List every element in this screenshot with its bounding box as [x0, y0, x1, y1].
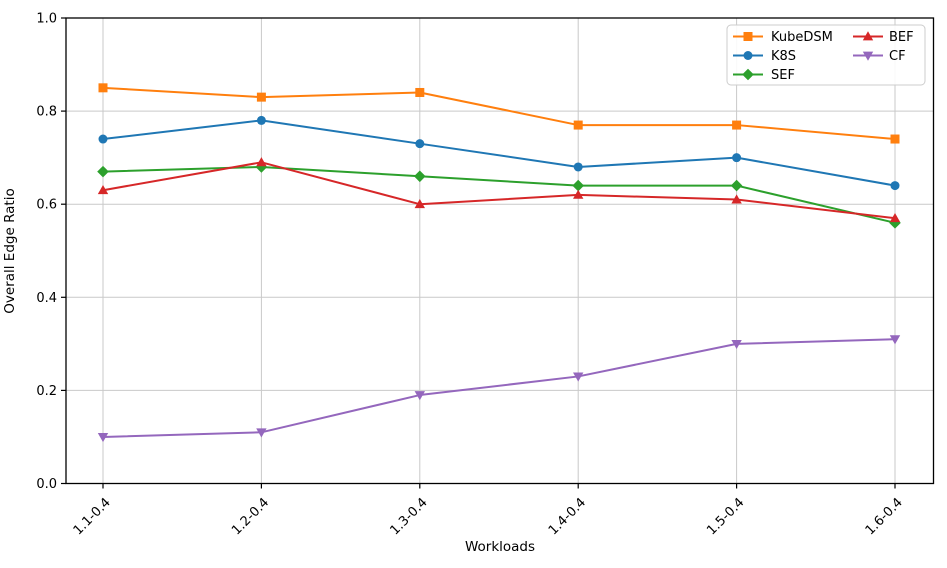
y-axis-label: Overall Edge Ratio	[2, 188, 18, 313]
x-tick-label: 1.3-0.4	[387, 495, 430, 538]
x-axis-label: Workloads	[465, 539, 535, 555]
diamond-marker	[414, 170, 426, 183]
triangle-up-marker	[573, 189, 584, 199]
triangle-down-marker	[256, 428, 267, 438]
triangle-up-marker	[414, 199, 425, 209]
circle-marker	[732, 153, 742, 163]
legend-label: K8S	[771, 49, 796, 64]
legend: KubeDSM K8S SEF BEF CF	[726, 24, 926, 86]
triangle-up-marker	[256, 157, 267, 167]
x-tick-label: 1.5-0.4	[704, 495, 747, 538]
plot-border	[65, 17, 935, 485]
square-marker	[732, 120, 742, 130]
square-marker	[573, 120, 583, 130]
square-marker	[743, 32, 753, 41]
triangle-up-marker	[97, 185, 109, 195]
y-tick-label: 0.4	[36, 291, 57, 306]
circle-marker	[256, 115, 266, 125]
legend-entry-BEF: BEF	[853, 30, 914, 45]
circle-marker	[415, 139, 425, 149]
y-tick-label: 0.6	[36, 198, 57, 213]
legend-label: KubeDSM	[771, 30, 833, 45]
circle-marker	[743, 51, 753, 60]
diamond-marker	[572, 179, 584, 192]
series-BEF	[97, 157, 901, 223]
series-line-KubeDSM	[102, 86, 896, 141]
grid-layer	[66, 18, 934, 484]
legend-box	[726, 24, 926, 86]
series-SEF	[97, 161, 901, 229]
y-tick-label: 0.0	[36, 477, 57, 492]
series-K8S	[98, 115, 900, 191]
legend-entry-K8S: K8S	[733, 49, 796, 64]
x-tick-label: 1.4-0.4	[546, 495, 589, 538]
triangle-down-marker	[97, 433, 109, 443]
square-marker	[415, 87, 425, 97]
x-tick-label: 1.2-0.4	[229, 495, 272, 538]
square-marker	[98, 83, 108, 93]
series-KubeDSM	[98, 83, 900, 144]
diamond-marker	[255, 161, 268, 173]
axis-ticks-layer: 0.0 0.2 0.4 0.6 0.8 1.0 1.1-0.4 1.2-0.4 1.3-0.4 1…	[36, 12, 906, 539]
legend-entry-SEF: SEF	[733, 68, 795, 83]
legend-label: CF	[889, 49, 906, 64]
series-CF	[97, 335, 901, 443]
circle-marker	[98, 134, 108, 144]
triangle-up-marker	[731, 194, 742, 204]
x-tick-label: 1.1-0.4	[71, 495, 114, 538]
y-tick-label: 0.2	[36, 384, 57, 399]
x-tick-label: 1.6-0.4	[863, 495, 906, 538]
series-line-SEF	[102, 165, 896, 224]
y-tick-label: 0.8	[36, 105, 57, 120]
triangle-up-marker	[889, 212, 901, 223]
series-line-K8S	[102, 119, 896, 187]
diamond-marker	[730, 179, 743, 192]
circle-marker	[890, 181, 900, 191]
triangle-down-marker	[731, 339, 742, 350]
series-line-BEF	[102, 161, 896, 220]
series-line-CF	[102, 338, 896, 438]
legend-label: BEF	[889, 30, 914, 45]
circle-marker	[573, 162, 583, 172]
diamond-marker	[742, 68, 754, 81]
triangle-up-marker	[862, 31, 874, 41]
diamond-marker	[97, 165, 109, 178]
legend-entry-KubeDSM: KubeDSM	[733, 30, 833, 45]
triangle-down-marker	[573, 372, 584, 382]
triangle-down-marker	[414, 391, 425, 401]
diamond-marker	[889, 217, 901, 229]
legend-entry-CF: CF	[853, 49, 906, 64]
series-layer	[97, 83, 901, 443]
y-tick-label: 1.0	[36, 12, 57, 27]
square-marker	[890, 134, 900, 144]
legend-label: SEF	[771, 68, 795, 83]
triangle-down-marker	[862, 51, 874, 61]
square-marker	[256, 92, 266, 102]
triangle-down-marker	[889, 335, 901, 345]
